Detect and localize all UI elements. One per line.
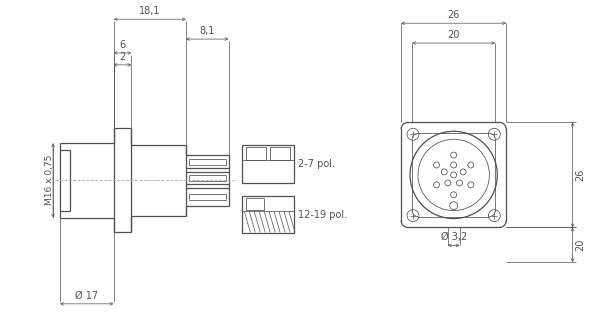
Text: Ø 17: Ø 17 xyxy=(75,291,99,301)
Bar xyxy=(247,198,264,209)
Text: 6: 6 xyxy=(119,40,126,50)
Text: M16 x 0,75: M16 x 0,75 xyxy=(45,155,54,205)
Text: 18,1: 18,1 xyxy=(139,6,160,16)
Text: 2-7 pol.: 2-7 pol. xyxy=(298,159,335,169)
Bar xyxy=(242,196,294,233)
Bar xyxy=(247,147,266,161)
Text: 26: 26 xyxy=(576,169,586,181)
Text: 2: 2 xyxy=(119,52,126,62)
Text: 26: 26 xyxy=(447,10,460,20)
Bar xyxy=(270,147,290,161)
Text: 12-19 pol.: 12-19 pol. xyxy=(298,209,347,219)
Text: 8,1: 8,1 xyxy=(199,26,215,36)
Text: 20: 20 xyxy=(576,239,586,251)
Text: 20: 20 xyxy=(447,30,460,40)
Bar xyxy=(242,145,294,183)
Text: Ø 3,2: Ø 3,2 xyxy=(441,232,467,242)
